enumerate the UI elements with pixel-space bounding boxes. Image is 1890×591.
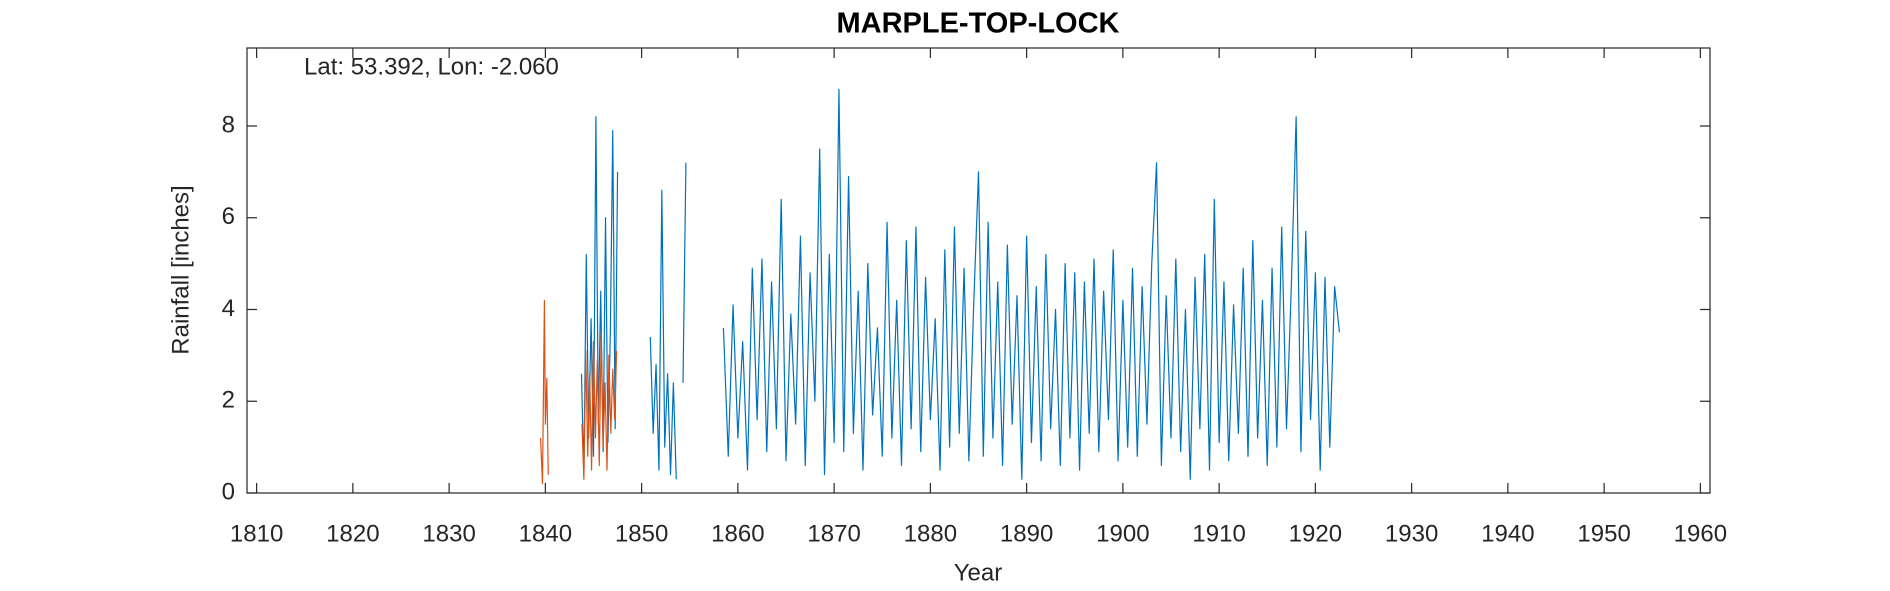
x-tick-label: 1940	[1481, 520, 1534, 547]
data-line	[539, 299, 618, 485]
x-tick-label: 1920	[1289, 520, 1342, 547]
plot-frame	[246, 47, 1711, 494]
y-tick-label: 4	[222, 295, 235, 322]
y-tick-label: 8	[222, 111, 235, 138]
x-tick-label: 1890	[1000, 520, 1053, 547]
y-axis-label: Rainfall [inches]	[167, 185, 194, 354]
x-axis-label: Year	[954, 559, 1003, 586]
x-tick-label: 1960	[1674, 520, 1727, 547]
y-tick-label: 0	[222, 478, 235, 505]
x-tick-label: 1850	[615, 520, 668, 547]
x-tick-label: 1880	[904, 520, 957, 547]
data-line	[580, 88, 1341, 480]
x-tick-label: 1870	[807, 520, 860, 547]
x-tick-label: 1840	[519, 520, 572, 547]
x-tick-label: 1950	[1577, 520, 1630, 547]
chart-title: MARPLE-TOP-LOCK	[836, 8, 1119, 40]
x-tick-label: 1900	[1096, 520, 1149, 547]
annotation: Lat: 53.392, Lon: -2.060	[304, 53, 559, 80]
x-tick-label: 1820	[326, 520, 379, 547]
x-tick-label: 1910	[1192, 520, 1245, 547]
x-tick-label: 1860	[711, 520, 764, 547]
x-tick-label: 1930	[1385, 520, 1438, 547]
x-tick-label: 1830	[422, 520, 475, 547]
y-tick-label: 6	[222, 203, 235, 230]
x-tick-label: 1810	[230, 520, 283, 547]
y-tick-label: 2	[222, 387, 235, 414]
